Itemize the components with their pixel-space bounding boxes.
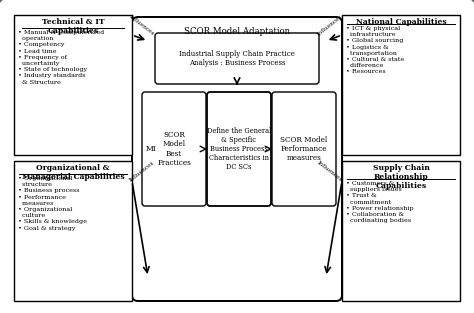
Text: • Customers &
  suppliers issues
• Trust &
  commitment
• Power relationship
• C: • Customers & suppliers issues • Trust &…	[346, 181, 414, 223]
FancyBboxPatch shape	[272, 92, 336, 206]
Text: Influences: Influences	[128, 160, 155, 182]
Text: Influences: Influences	[128, 14, 155, 36]
Text: National Capabilities: National Capabilities	[356, 18, 447, 26]
Text: • Organizational
  structure
• Business process
• Performance
  measures
• Organ: • Organizational structure • Business pr…	[18, 176, 87, 231]
Text: MI: MI	[146, 145, 157, 153]
Text: Define the General
& Specific
Business Process
Characteristics in
DC SCs: Define the General & Specific Business P…	[207, 126, 271, 172]
Text: SCOR
Model
Best
Practices: SCOR Model Best Practices	[157, 131, 191, 167]
FancyBboxPatch shape	[14, 161, 132, 301]
Text: Industrial Supply Chain Practice
Analysis : Business Process: Industrial Supply Chain Practice Analysi…	[179, 50, 295, 67]
Text: Supply Chain
Relationship
Capabilities: Supply Chain Relationship Capabilities	[373, 164, 429, 190]
Text: • Manual & Computerized
  operation
• Competency
• Lead time
• Frequency of
  un: • Manual & Computerized operation • Comp…	[18, 30, 104, 85]
Text: Influences: Influences	[317, 160, 344, 182]
FancyBboxPatch shape	[14, 15, 132, 155]
FancyBboxPatch shape	[342, 161, 460, 301]
FancyBboxPatch shape	[342, 15, 460, 155]
FancyBboxPatch shape	[142, 92, 206, 206]
Text: SCOR Model Adaptation: SCOR Model Adaptation	[184, 27, 290, 36]
Text: Organizational &
Managerial Capabilities: Organizational & Managerial Capabilities	[22, 164, 124, 181]
Text: Influences: Influences	[317, 14, 344, 36]
FancyBboxPatch shape	[207, 92, 271, 206]
FancyBboxPatch shape	[155, 33, 319, 84]
Text: SCOR Model
Performance
measures: SCOR Model Performance measures	[281, 136, 328, 162]
FancyBboxPatch shape	[132, 17, 342, 301]
Text: • ICT & physical
  infrastructure
• Global sourcing
• Logistics &
  transportati: • ICT & physical infrastructure • Global…	[346, 26, 404, 74]
Text: Technical & IT
Capabilities: Technical & IT Capabilities	[42, 18, 104, 35]
